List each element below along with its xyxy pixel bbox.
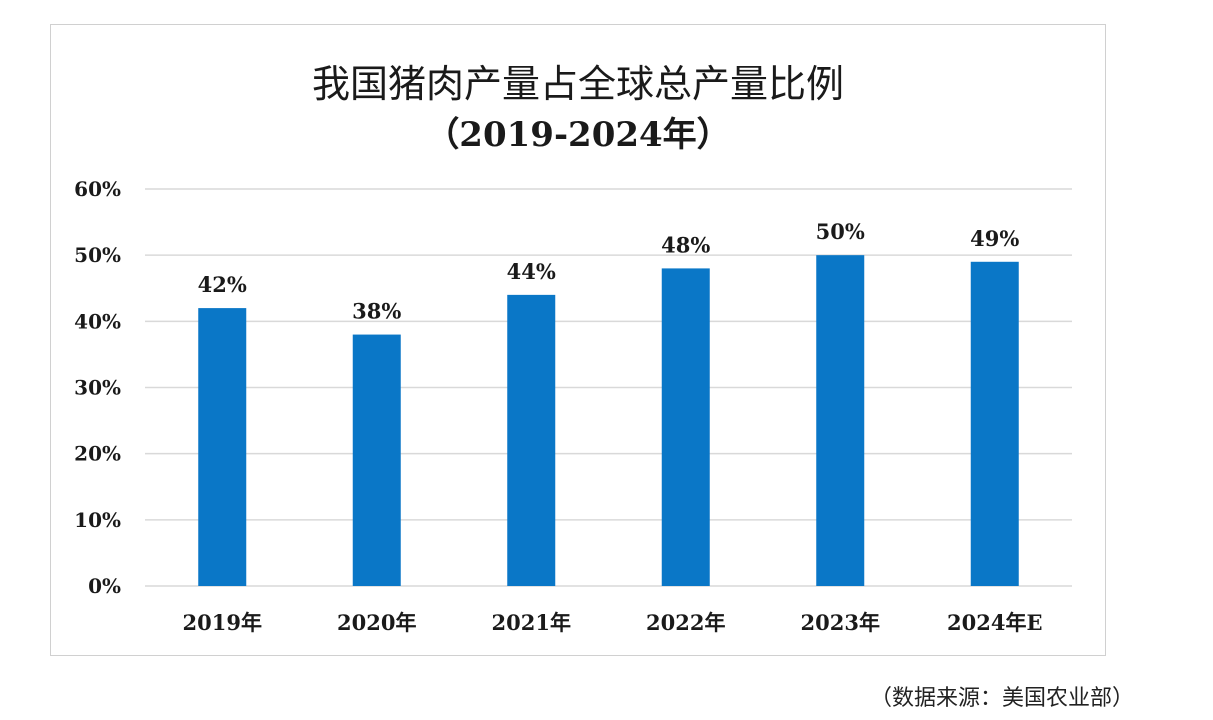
y-tick-label: 0% xyxy=(88,574,121,598)
source-note: （数据来源：美国农业部） xyxy=(870,686,1135,711)
data-label: 49% xyxy=(970,226,1019,251)
y-tick-label: 60% xyxy=(74,177,121,201)
x-tick-label: 2024年E xyxy=(947,610,1042,635)
bar xyxy=(816,255,865,586)
x-tick-label: 2019年 xyxy=(183,610,262,635)
data-label: 48% xyxy=(661,232,710,257)
y-tick-label: 20% xyxy=(74,442,121,466)
data-label: 38% xyxy=(352,299,401,324)
y-tick-label: 10% xyxy=(74,508,121,532)
data-label: 44% xyxy=(507,259,556,284)
data-label: 42% xyxy=(198,272,247,297)
x-tick-label: 2022年 xyxy=(646,610,725,635)
y-tick-label: 50% xyxy=(74,243,121,267)
data-label: 50% xyxy=(816,219,865,244)
bar xyxy=(970,261,1019,586)
chart-subtitle: （2019-2024年） xyxy=(425,115,731,155)
y-tick-label: 30% xyxy=(74,376,121,400)
y-tick-label: 40% xyxy=(74,309,121,333)
bar xyxy=(507,294,556,586)
bar xyxy=(198,308,247,586)
x-tick-label: 2021年 xyxy=(492,610,571,635)
x-tick-label: 2023年 xyxy=(801,610,880,635)
bar xyxy=(352,334,401,586)
x-tick-label: 2020年 xyxy=(337,610,416,635)
chart-title: 我国猪肉产量占全球总产量比例 xyxy=(311,62,844,106)
bar xyxy=(661,268,710,586)
